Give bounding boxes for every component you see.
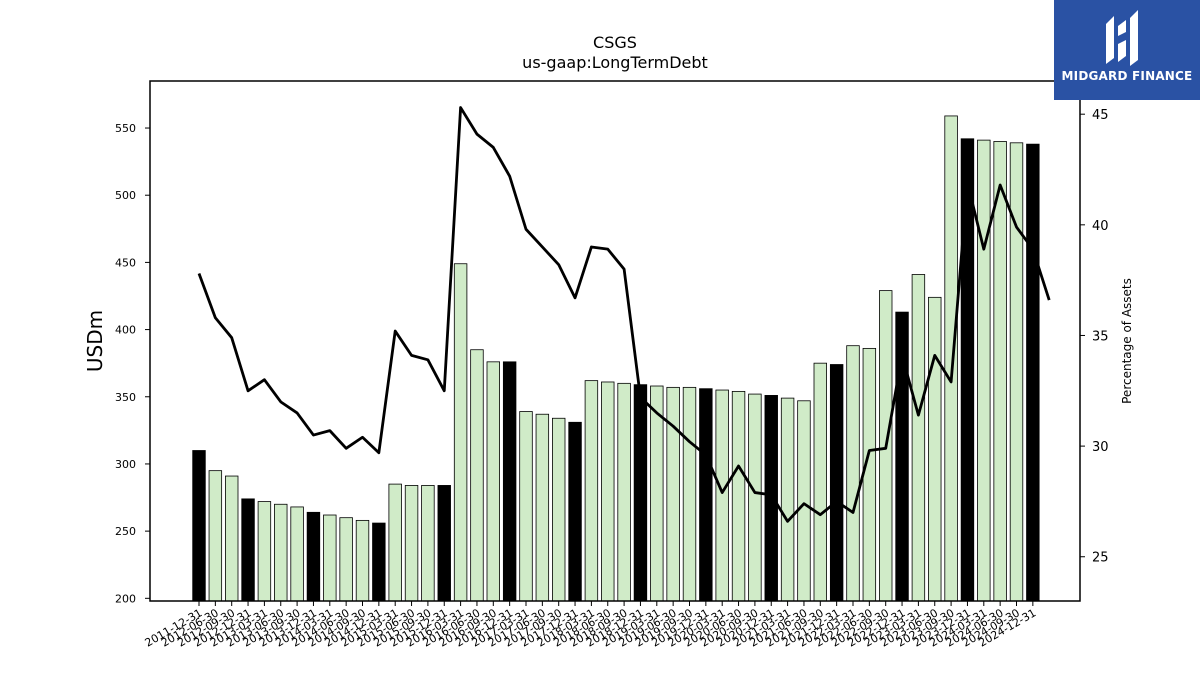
y2-tick-label: 35 [1092,329,1109,344]
y2-tick-label: 40 [1092,219,1109,234]
chart-subtitle: us-gaap:LongTermDebt [522,53,708,72]
x-axis: 2011-12-312012-06-302012-09-302012-12-31… [143,601,1038,650]
y-axis-label: USDm [83,310,107,372]
right-y-axis: 25 30 35 40 45 [1080,108,1109,566]
bar-2011-12-31 [192,450,206,602]
y-tick-label: 250 [115,525,136,538]
bar-2013-03-31 [257,501,272,602]
bar-2017-12-31 [568,421,582,602]
bar-2024-12-31 [1026,143,1040,602]
bar-2016-12-31 [502,361,517,602]
y-tick-label: 550 [115,122,136,135]
bar-2016-09-30 [486,361,501,602]
y-tick-label: 500 [115,189,136,202]
y-tick-label: 200 [115,592,136,605]
bar-2014-06-30 [339,517,353,602]
bar-2018-12-31 [633,384,648,602]
y-tick-label: 300 [115,458,136,471]
bar-2016-03-31 [453,263,468,602]
midgard-logo-icon [1106,10,1138,66]
bar-series [192,115,1040,602]
bar-2017-09-30 [552,417,566,602]
bar-2013-09-30 [290,506,304,602]
bar-2014-12-31 [372,522,386,602]
bar-2017-06-30 [535,413,550,602]
bar-2021-06-30 [797,400,811,602]
y2-tick-label: 30 [1092,440,1109,455]
chart-title: CSGS [593,33,637,52]
bar-2015-09-30 [421,485,435,602]
bar-2021-12-31 [829,364,844,602]
bar-2024-09-30 [1009,142,1024,602]
plot-frame [149,80,1081,602]
bar-2013-12-31 [306,511,321,602]
bar-2014-09-30 [355,519,370,602]
bar-2024-03-31 [977,139,991,602]
y2-tick-label: 25 [1092,551,1109,566]
bar-2012-12-31 [241,498,255,602]
bar-2017-03-31 [519,411,533,602]
percentage-line [197,106,1051,523]
bar-2021-09-30 [813,362,828,602]
y2-axis-label: Percentage of Assets [1120,278,1134,404]
bar-2023-06-30 [928,296,942,602]
y2-tick-label: 45 [1092,108,1109,123]
bar-2012-09-30 [224,475,239,602]
bar-2020-06-30 [731,390,746,602]
bar-2019-12-31 [699,388,713,602]
bar-2013-06-30 [274,503,288,602]
bar-2018-03-31 [584,380,599,602]
bar-2012-06-30 [208,470,223,602]
brand-name: MIDGARD FINANCE [1061,69,1193,83]
bar-2019-06-30 [666,386,680,602]
bar-2020-03-31 [715,389,729,602]
bar-2022-03-31 [846,345,860,602]
bar-2018-09-30 [617,382,631,602]
bar-2024-06-30 [993,141,1007,602]
bar-2015-06-30 [404,485,419,602]
bar-2021-03-31 [780,397,795,602]
bar-2015-12-31 [437,485,451,602]
bar-2016-06-30 [470,349,484,602]
bar-2023-12-31 [960,138,975,602]
bar-2014-03-31 [323,514,337,602]
brand-logo: MIDGARD FINANCE [1054,0,1200,100]
bar-2019-09-30 [682,386,697,602]
bar-2023-03-31 [911,274,926,602]
left-y-axis: 200 250 300 350 400 450 500 550 [115,122,150,605]
bar-2015-03-31 [388,483,402,602]
bar-2020-09-30 [748,393,762,602]
bar-2022-06-30 [862,347,877,602]
y-tick-label: 400 [115,324,136,337]
y-tick-label: 350 [115,391,136,404]
bar-2023-09-30 [944,115,958,602]
bar-2018-06-30 [601,381,615,602]
y-tick-label: 450 [115,256,136,269]
bar-2020-12-31 [764,395,778,602]
